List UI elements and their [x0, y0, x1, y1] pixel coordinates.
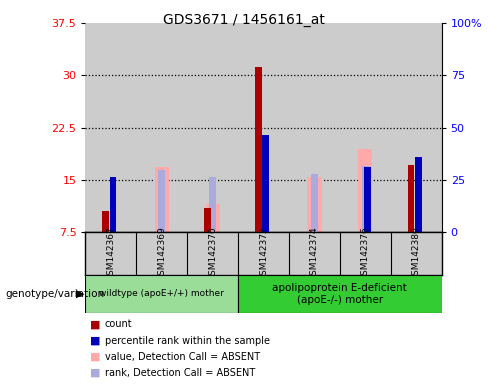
Bar	[85, 232, 136, 275]
Bar	[158, 170, 165, 232]
Bar	[102, 211, 109, 232]
Bar	[362, 166, 369, 232]
Text: percentile rank within the sample: percentile rank within the sample	[105, 336, 270, 346]
Text: ■: ■	[90, 336, 101, 346]
Bar	[136, 23, 187, 232]
Text: ■: ■	[90, 352, 101, 362]
Bar	[187, 23, 238, 232]
Bar	[187, 232, 238, 275]
Bar	[205, 204, 220, 232]
Text: wildtype (apoE+/+) mother: wildtype (apoE+/+) mother	[99, 289, 224, 298]
Bar	[136, 232, 187, 275]
Text: apolipoprotein E-deficient
(apoE-/-) mother: apolipoprotein E-deficient (apoE-/-) mot…	[272, 283, 407, 305]
Bar	[238, 275, 442, 313]
Text: count: count	[105, 319, 133, 329]
Text: rank, Detection Call = ABSENT: rank, Detection Call = ABSENT	[105, 368, 255, 378]
Bar	[391, 232, 442, 275]
Text: GSM142374: GSM142374	[310, 226, 319, 281]
Bar	[110, 177, 116, 232]
Text: GSM142370: GSM142370	[208, 226, 217, 281]
Bar	[85, 275, 238, 313]
Text: GSM142376: GSM142376	[361, 226, 370, 281]
Text: ■: ■	[90, 319, 101, 329]
Text: GSM142369: GSM142369	[157, 226, 166, 281]
Bar	[262, 135, 269, 232]
Text: ▶: ▶	[76, 289, 84, 299]
Bar	[289, 232, 340, 275]
Bar	[340, 23, 391, 232]
Bar	[391, 23, 442, 232]
Text: ■: ■	[90, 368, 101, 378]
Text: GSM142380: GSM142380	[412, 226, 421, 281]
Bar	[408, 165, 414, 232]
Bar	[311, 174, 318, 232]
Bar	[255, 67, 262, 232]
Text: genotype/variation: genotype/variation	[5, 289, 104, 299]
Text: GSM142367: GSM142367	[106, 226, 115, 281]
Text: GSM142372: GSM142372	[259, 226, 268, 281]
Bar	[307, 177, 322, 232]
Bar	[204, 208, 211, 232]
Bar	[289, 23, 340, 232]
Text: GDS3671 / 1456161_at: GDS3671 / 1456161_at	[163, 13, 325, 27]
Bar	[238, 232, 289, 275]
Bar	[209, 177, 216, 232]
Bar	[415, 157, 422, 232]
Bar	[340, 232, 391, 275]
Bar	[155, 167, 169, 232]
Bar	[358, 149, 372, 232]
Bar	[238, 23, 289, 232]
Text: value, Detection Call = ABSENT: value, Detection Call = ABSENT	[105, 352, 260, 362]
Bar	[85, 23, 136, 232]
Bar	[364, 167, 371, 232]
